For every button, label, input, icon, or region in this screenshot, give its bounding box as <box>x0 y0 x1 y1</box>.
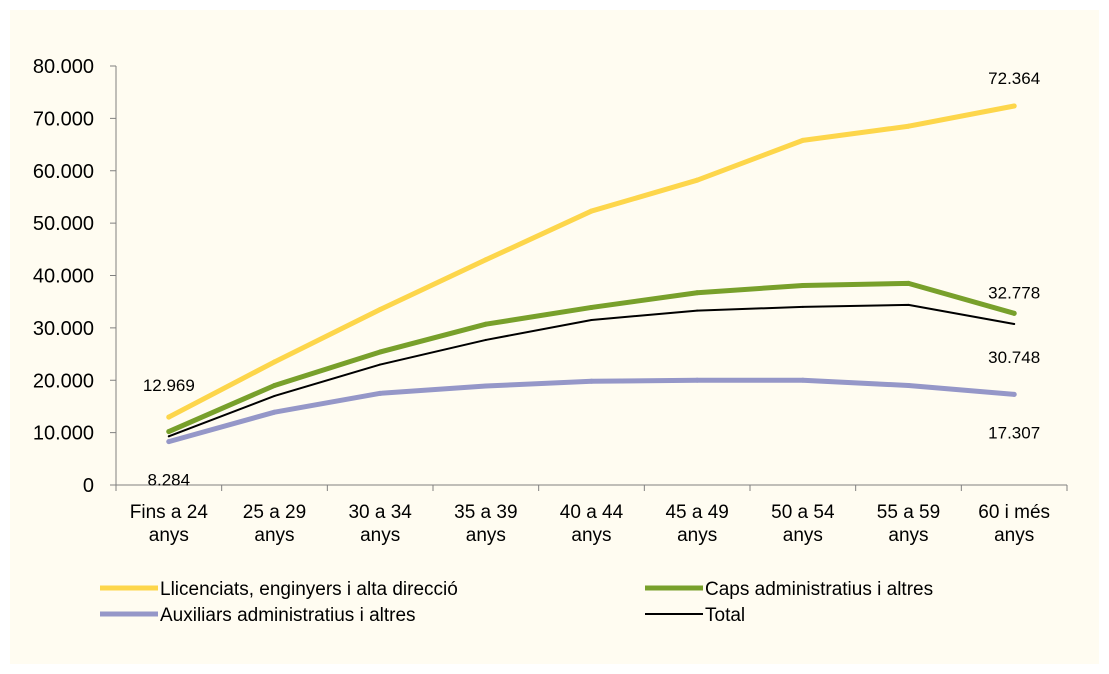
legend-label: Llicenciats, enginyers i alta direcció <box>160 579 458 600</box>
y-tick-label: 70.000 <box>33 108 94 130</box>
data-point <box>377 390 383 396</box>
series-line-4 <box>167 303 1016 438</box>
data-point <box>166 414 172 420</box>
x-tick-label: 55 a 59 anys <box>877 502 940 546</box>
series-line-1 <box>166 103 1017 420</box>
y-tick-label: 30.000 <box>33 318 94 340</box>
data-point <box>483 321 489 327</box>
data-point <box>377 349 383 355</box>
x-tick-label: 30 a 34 anys <box>348 502 412 546</box>
legend: Llicenciats, enginyers i alta direcció Ca… <box>100 579 933 626</box>
data-label: 32.778 <box>988 283 1040 302</box>
axes: 0 10.000 20.000 30.000 40.000 50.000 60.000 70.… <box>33 56 1068 546</box>
x-tick-label: 40 a 44 anys <box>560 502 624 546</box>
data-point <box>907 303 910 306</box>
data-point <box>694 290 700 296</box>
data-point <box>801 305 804 308</box>
data-point <box>1011 391 1017 397</box>
data-point <box>166 439 172 445</box>
x-tick-label: 60 i més anys <box>978 502 1050 546</box>
data-point <box>379 363 382 366</box>
data-point <box>906 123 911 129</box>
data-point <box>273 394 276 397</box>
legend-label: Caps administratius i altres <box>705 579 933 600</box>
data-point <box>800 282 806 288</box>
data-point <box>1013 322 1016 325</box>
legend-item: Llicenciats, enginyers i alta direcció <box>100 579 458 600</box>
legend-item: Auxiliars administratius i altres <box>100 605 416 626</box>
data-point <box>906 382 911 388</box>
y-tick-label: 60.000 <box>33 161 94 183</box>
data-point <box>272 382 277 388</box>
data-point <box>377 307 383 313</box>
data-point <box>1011 310 1017 316</box>
data-point <box>694 377 700 383</box>
data-point <box>694 177 700 183</box>
data-point <box>696 309 699 312</box>
data-point <box>590 319 593 322</box>
legend-label: Total <box>705 605 745 626</box>
data-point <box>484 338 487 341</box>
y-tick-label: 0 <box>83 475 94 497</box>
data-point <box>272 359 277 365</box>
data-point <box>483 383 489 389</box>
chart-area <box>10 10 1099 664</box>
data-point <box>906 280 911 286</box>
data-point <box>166 429 172 435</box>
data-point <box>1011 103 1017 109</box>
y-tick-label: 20.000 <box>33 370 94 392</box>
data-point <box>589 378 594 384</box>
data-point <box>167 435 170 438</box>
data-point <box>800 377 806 383</box>
data-labels: 12.969 72.364 32.778 8.284 17.307 30.748 <box>143 69 1040 490</box>
y-tick-label: 80.000 <box>33 56 94 78</box>
data-label: 72.364 <box>988 69 1040 88</box>
y-tick-label: 10.000 <box>33 423 94 445</box>
data-label: 12.969 <box>143 376 195 395</box>
legend-item: Caps administratius i altres <box>645 579 933 600</box>
data-label: 8.284 <box>148 471 191 490</box>
data-point <box>589 304 594 310</box>
y-tick-label: 40.000 <box>33 266 94 288</box>
x-tick-label: 50 a 54 anys <box>771 502 835 546</box>
data-label: 17.307 <box>988 423 1040 442</box>
x-tick-label: 35 a 39 anys <box>454 502 517 546</box>
x-tick-label: 45 a 49 anys <box>665 502 728 546</box>
x-tick-label: Fins a 24 anys <box>130 502 209 546</box>
legend-label: Auxiliars administratius i altres <box>160 605 416 626</box>
x-tick-label: 25 a 29 anys <box>243 502 306 546</box>
data-point <box>800 137 806 143</box>
y-tick-label: 50.000 <box>33 213 94 235</box>
legend-item: Total <box>645 605 745 626</box>
data-label: 30.748 <box>988 348 1040 367</box>
data-point <box>589 208 594 214</box>
data-point <box>272 409 277 415</box>
series-lines <box>166 103 1017 445</box>
data-point <box>483 257 489 263</box>
